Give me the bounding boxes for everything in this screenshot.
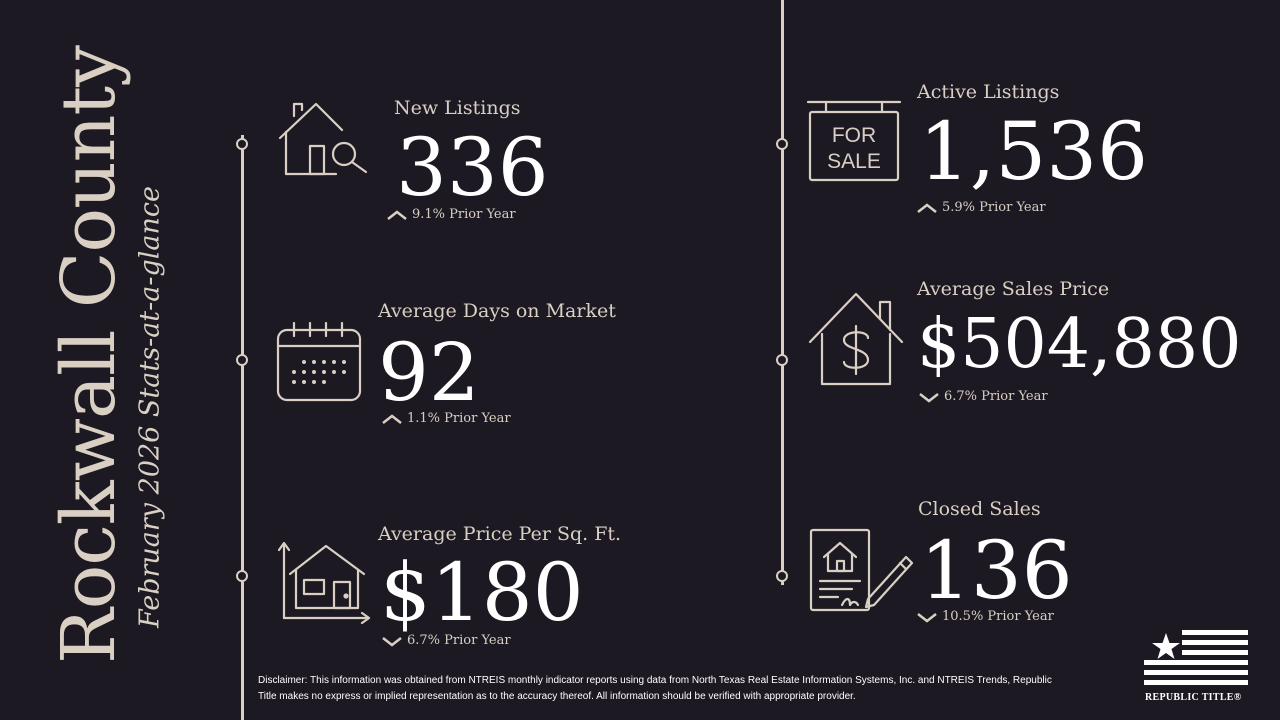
arrow-up-icon bbox=[382, 413, 402, 424]
county-title: Rockwall County bbox=[46, 46, 132, 664]
avg-days-change-text: 1.1% Prior Year bbox=[407, 411, 511, 426]
report-subtitle: February 2026 Stats-at-a-glance bbox=[134, 185, 166, 629]
avg-price-sqft-label: Average Price Per Sq. Ft. bbox=[378, 523, 622, 545]
avg-sales-price-change: 6.7% Prior Year bbox=[918, 389, 1048, 404]
timeline-right bbox=[781, 0, 784, 585]
active-listings-value: 1,536 bbox=[919, 105, 1149, 198]
avg-sales-price-change-text: 6.7% Prior Year bbox=[944, 389, 1048, 404]
avg-sales-price-value: $504,880 bbox=[917, 305, 1242, 384]
for-sale-sign-icon: FOR SALE bbox=[806, 98, 902, 184]
arrow-down-icon bbox=[382, 636, 402, 647]
title-block: Rockwall County February 2026 Stats-at-a… bbox=[0, 0, 200, 720]
house-measure-icon bbox=[276, 540, 372, 624]
avg-price-sqft-change: 6.7% Prior Year bbox=[381, 633, 511, 648]
house-search-icon bbox=[276, 100, 372, 178]
new-listings-value: 336 bbox=[396, 121, 549, 214]
timeline-dot bbox=[236, 138, 248, 150]
disclaimer-text: Disclaimer: This information was obtaine… bbox=[258, 675, 1052, 702]
avg-price-sqft-value: $180 bbox=[380, 546, 584, 639]
svg-text:SALE: SALE bbox=[827, 150, 881, 173]
logo-text: REPUBLIC TITLE® bbox=[1145, 692, 1242, 703]
closed-sales-change-text: 10.5% Prior Year bbox=[942, 609, 1054, 624]
new-listings-label: New Listings bbox=[394, 97, 521, 119]
timeline-dot bbox=[776, 354, 788, 366]
arrow-down-icon bbox=[919, 392, 939, 403]
house-dollar-icon bbox=[806, 290, 906, 388]
avg-sales-price-label: Average Sales Price bbox=[917, 278, 1110, 300]
active-listings-change: 5.9% Prior Year bbox=[916, 200, 1046, 215]
timeline-dot bbox=[776, 570, 788, 582]
avg-days-label: Average Days on Market bbox=[378, 300, 616, 322]
closed-sales-value: 136 bbox=[920, 524, 1073, 617]
calendar-icon bbox=[276, 320, 362, 404]
new-listings-change: 9.1% Prior Year bbox=[386, 207, 516, 222]
avg-days-change: 1.1% Prior Year bbox=[381, 411, 511, 426]
flag-logo-icon bbox=[1144, 630, 1248, 685]
arrow-down-icon bbox=[917, 612, 937, 623]
active-listings-change-text: 5.9% Prior Year bbox=[942, 200, 1046, 215]
active-listings-label: Active Listings bbox=[917, 81, 1060, 103]
timeline-dot bbox=[236, 354, 248, 366]
closed-sales-change: 10.5% Prior Year bbox=[916, 609, 1054, 624]
new-listings-change-text: 9.1% Prior Year bbox=[412, 207, 516, 222]
timeline-left bbox=[241, 135, 244, 720]
timeline-dot bbox=[236, 570, 248, 582]
arrow-up-icon bbox=[917, 202, 937, 213]
arrow-up-icon bbox=[387, 209, 407, 220]
closed-sales-label: Closed Sales bbox=[918, 498, 1041, 520]
contract-signing-icon bbox=[808, 527, 918, 615]
timeline-dot bbox=[776, 138, 788, 150]
svg-text:FOR: FOR bbox=[832, 124, 876, 147]
avg-days-value: 92 bbox=[378, 326, 480, 419]
republic-title-logo bbox=[1144, 630, 1250, 694]
avg-price-sqft-change-text: 6.7% Prior Year bbox=[407, 633, 511, 648]
